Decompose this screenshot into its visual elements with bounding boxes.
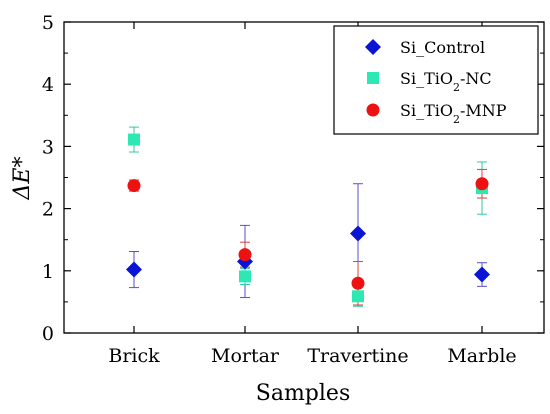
x-tick-label: Brick [108,345,160,367]
circle-point [238,248,252,262]
y-tick-label: 2 [42,199,54,221]
y-axis-title: ΔE* [10,157,35,201]
diamond-point [126,261,142,278]
circle-point [127,179,141,193]
x-axis-title: Samples [256,381,350,406]
y-tick-label: 1 [42,261,54,283]
legend-marker-square [367,72,379,84]
circle-point [351,276,365,290]
legend-label: Si_Control [400,38,485,57]
x-tick-label: Travertine [307,345,408,367]
circle-point [475,177,489,191]
legend-marker-circle [366,103,380,117]
square-point [239,270,251,283]
square-point [352,290,364,303]
diamond-point [350,225,366,242]
legend-label: Si_TiO2-MNP [400,101,507,126]
y-tick-label: 3 [42,136,54,158]
diamond-point [474,266,490,283]
x-tick-label: Mortar [211,345,280,367]
y-tick-label: 0 [42,323,54,345]
legend-label: Si_TiO2-NC [400,69,492,94]
legend-marker-diamond [365,39,381,55]
y-tick-label: 5 [42,12,54,34]
square-point [128,133,140,146]
y-tick-label: 4 [42,74,54,96]
x-tick-label: Marble [447,345,516,367]
